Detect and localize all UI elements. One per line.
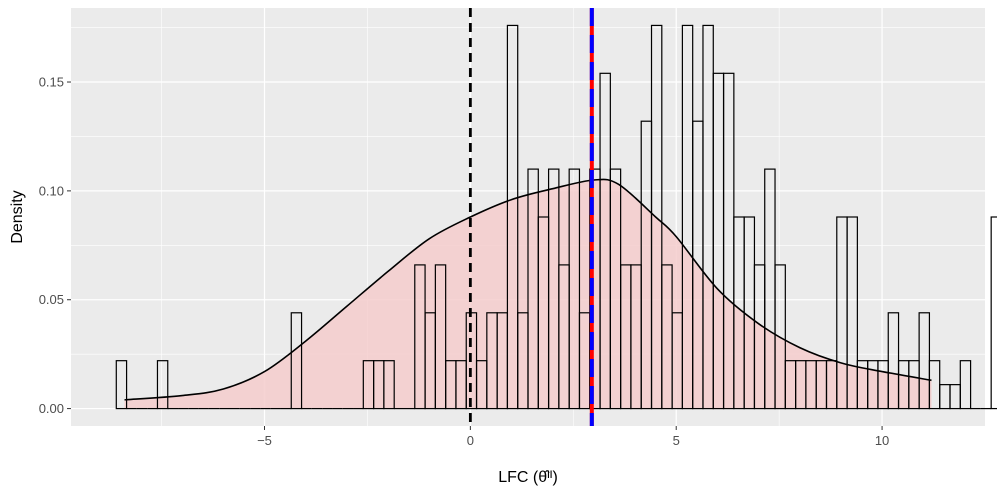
histogram-bar: [568, 168, 581, 410]
histogram-bar: [774, 264, 786, 410]
reference-lines: [468, 8, 594, 426]
y-tick-label: 0.05: [39, 292, 64, 307]
histogram-bar: [156, 360, 169, 410]
density-line: [124, 178, 932, 401]
y-axis-title: Density: [9, 190, 26, 243]
y-tick-label: 0.15: [39, 75, 64, 90]
histogram-bar: [383, 360, 395, 410]
histogram-bar: [290, 312, 303, 410]
y-axis-ticks: 0.00 0.05 0.10 0.15: [39, 75, 71, 416]
histogram-bar: [650, 24, 663, 410]
histogram-bar: [990, 216, 997, 410]
histogram-bar: [506, 24, 519, 410]
histogram-bar: [434, 264, 447, 410]
x-axis-title: LFC (θ̂ᴵᴵ): [498, 469, 558, 486]
histogram-bar: [115, 360, 128, 410]
x-tick-label: 10: [875, 433, 889, 448]
y-tick-label: 0.10: [39, 183, 64, 198]
x-axis-ticks: −5 0 5 10: [257, 426, 889, 448]
histogram-bar: [846, 216, 858, 410]
density-curve-line: [124, 178, 932, 401]
x-tick-label: −5: [257, 433, 272, 448]
y-tick-label: 0.00: [39, 401, 64, 416]
x-tick-label: 0: [467, 433, 474, 448]
histogram-bars: [115, 24, 997, 410]
x-tick-label: 5: [673, 433, 680, 448]
histogram-bar: [959, 360, 972, 410]
